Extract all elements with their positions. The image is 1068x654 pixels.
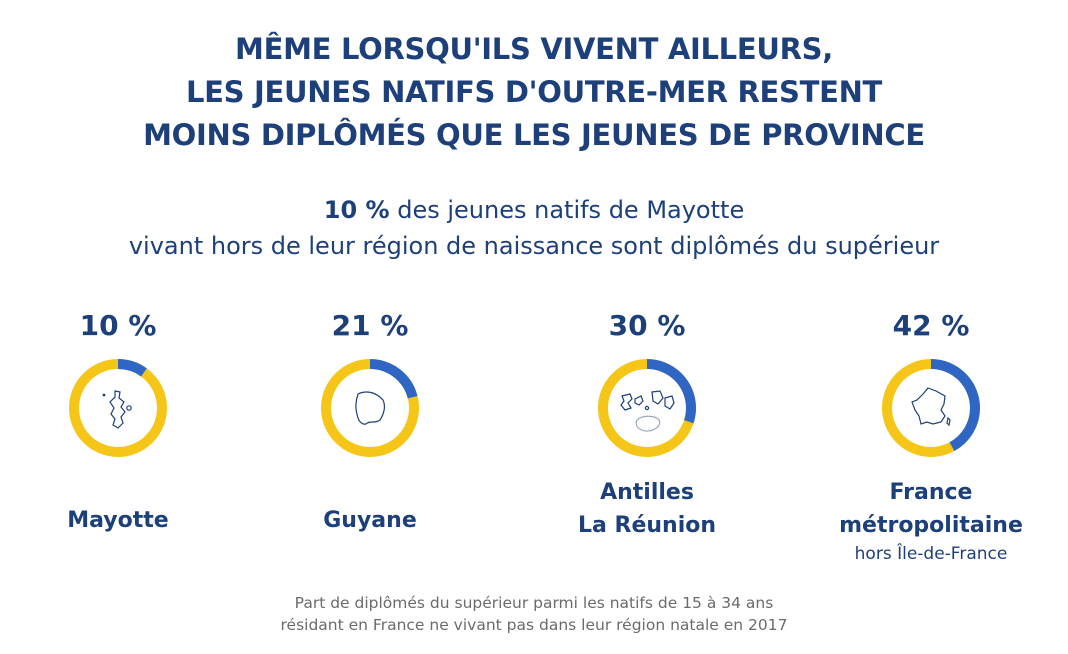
title-line-2: LES JEUNES NATIFS D'OUTRE-MER RESTENT bbox=[185, 75, 883, 109]
category-sublabel: hors Île-de-France bbox=[854, 544, 1008, 564]
category-label: France métropolitaine bbox=[811, 476, 1051, 542]
ring-share bbox=[598, 359, 696, 457]
category-label: Mayotte bbox=[0, 504, 238, 537]
ring-base bbox=[69, 359, 167, 457]
donut-chart bbox=[321, 359, 419, 457]
value-label: 10 % bbox=[79, 309, 157, 342]
title-line-1: MÊME LORSQU'ILS VIVENT AILLEURS, bbox=[235, 32, 833, 66]
donut-chart bbox=[882, 359, 980, 457]
category-label-line: métropolitaine bbox=[839, 513, 1023, 538]
category-label-line: France bbox=[889, 480, 973, 505]
subtitle: 10 % des jeunes natifs de Mayotte vivant… bbox=[0, 192, 1068, 264]
donut-chart bbox=[69, 359, 167, 457]
footnote-line-2: résidant en France ne vivant pas dans le… bbox=[280, 616, 788, 634]
ring-share bbox=[321, 359, 419, 457]
subtitle-line-2: vivant hors de leur région de naissance … bbox=[128, 232, 940, 260]
footnote: Part de diplômés du supérieur parmi les … bbox=[0, 592, 1068, 636]
value-label: 42 % bbox=[892, 309, 970, 342]
chart-item-mayotte: 10 % Mayotte bbox=[0, 306, 238, 533]
category-label-line: Antilles bbox=[600, 480, 694, 505]
category-label: Guyane bbox=[250, 504, 490, 537]
subtitle-line-1: 10 % des jeunes natifs de Mayotte bbox=[0, 192, 1068, 228]
chart-item-guyane: 21 % Guyane bbox=[250, 306, 490, 533]
chart-item-france-metropolitaine: 42 % France métropolitaine hors Île-de-F… bbox=[811, 306, 1051, 564]
footnote-line-1: Part de diplômés du supérieur parmi les … bbox=[294, 594, 774, 612]
value-label: 30 % bbox=[608, 309, 686, 342]
category-label-line: Guyane bbox=[323, 508, 417, 533]
france-map-icon bbox=[911, 387, 951, 427]
page-title: MÊME LORSQU'ILS VIVENT AILLEURS, LES JEU… bbox=[0, 28, 1068, 157]
chart-item-antilles-reunion: 30 % Antilles La Réunion bbox=[527, 306, 767, 538]
value-label: 21 % bbox=[331, 309, 409, 342]
mayotte-map-icon bbox=[102, 390, 132, 429]
donut-chart bbox=[598, 359, 696, 457]
subtitle-text: des jeunes natifs de Mayotte bbox=[389, 196, 745, 224]
title-line-3: MOINS DIPLÔMÉS QUE LES JEUNES DE PROVINC… bbox=[143, 118, 925, 152]
category-label: Antilles La Réunion bbox=[527, 476, 767, 542]
ring-share bbox=[69, 359, 167, 457]
category-label-line: La Réunion bbox=[577, 513, 717, 538]
antilles-reunion-map-icon bbox=[620, 390, 675, 432]
guyane-map-icon bbox=[355, 391, 386, 425]
category-label-line: Mayotte bbox=[67, 508, 169, 533]
subtitle-highlight: 10 % bbox=[323, 196, 390, 224]
ring-share bbox=[882, 359, 980, 457]
